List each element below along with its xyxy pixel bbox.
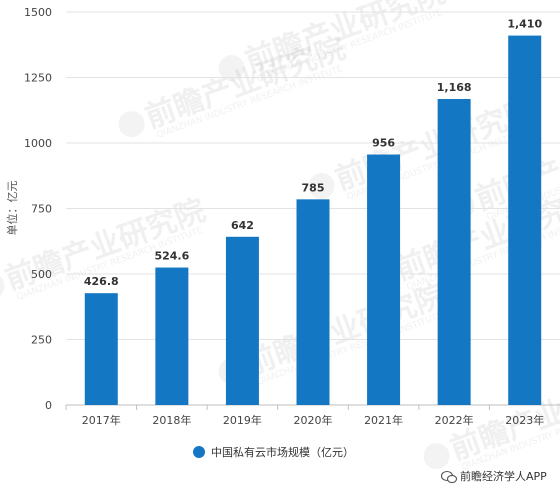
data-label: 426.8	[84, 275, 119, 288]
bar	[508, 35, 542, 405]
x-tick-label: 2022年	[435, 413, 474, 427]
y-tick-label: 250	[31, 334, 52, 347]
y-tick-label: 1500	[24, 6, 52, 19]
data-label: 1,168	[437, 81, 472, 94]
x-tick-label: 2018年	[152, 413, 191, 427]
y-axis-label: 单位：亿元	[5, 181, 19, 236]
y-tick-label: 0	[45, 399, 52, 412]
data-label: 956	[372, 137, 395, 150]
bar	[84, 293, 118, 405]
bar	[155, 267, 189, 405]
footer-source-text: 前瞻经济学人APP	[460, 469, 547, 483]
y-tick-label: 500	[31, 268, 52, 281]
y-tick-label: 1250	[24, 72, 52, 85]
x-tick-label: 2021年	[364, 413, 403, 427]
footer-source: 前瞻经济学人APP	[440, 469, 547, 484]
x-tick-label: 2019年	[223, 413, 262, 427]
data-label: 642	[231, 219, 254, 232]
x-axis: 2017年 2018年 2019年 2020年 2021年 2022年 2023年	[65, 405, 544, 427]
data-label: 524.6	[154, 250, 189, 263]
bar	[296, 199, 330, 405]
bar	[437, 98, 471, 405]
y-tick-label: 750	[31, 203, 52, 216]
x-tick-label: 2023年	[505, 413, 544, 427]
legend[interactable]: 中国私有云市场规模（亿元）	[193, 445, 354, 459]
y-tick-label: 1000	[24, 137, 52, 150]
x-tick-label: 2017年	[82, 413, 121, 427]
y-axis: 0 250 500 750 1000 1250 1500	[24, 6, 52, 412]
data-labels: 426.8 524.6 642 785 956 1,168 1,410	[84, 18, 543, 289]
qianzhan-logo-icon	[308, 173, 335, 200]
bar	[367, 154, 401, 405]
data-label: 1,410	[507, 18, 542, 31]
watermark-text: 前瞻产业研究院	[241, 278, 450, 383]
data-label: 785	[302, 181, 325, 194]
legend-label: 中国私有云市场规模（亿元）	[211, 445, 354, 459]
bar	[225, 236, 259, 405]
wechat-icon	[440, 470, 458, 484]
qianzhan-logo-icon	[423, 443, 450, 470]
qianzhan-logo-icon	[218, 55, 245, 82]
qianzhan-logo-icon	[118, 111, 145, 138]
bar-series	[84, 35, 542, 405]
legend-marker	[193, 446, 205, 458]
x-tick-label: 2020年	[294, 413, 333, 427]
